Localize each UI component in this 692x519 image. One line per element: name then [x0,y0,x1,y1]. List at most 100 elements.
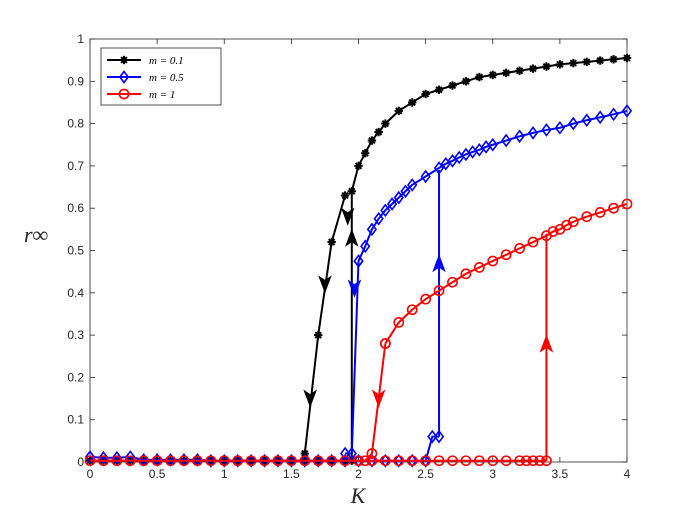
y-tick-label: 0.1 [67,413,84,427]
legend-entry: m = 1 [107,88,175,101]
direction-arrow [344,228,359,247]
data-point [433,429,445,444]
data-point [340,191,350,200]
x-tick-label: 3.5 [552,467,569,481]
data-point [514,455,525,467]
axis-ticks: 0 0.5 1 1.5 2 2.5 3 3.5 4 0 0.1 0.2 0.3 0.4 0.5 0.6 0.7 0… [67,32,630,481]
legend-label: m = 0.5 [149,72,184,84]
data-point [219,453,230,468]
series-layer [84,53,633,468]
data-point [420,169,431,184]
data-point [353,455,364,467]
data-point [400,184,411,199]
data-point [427,429,438,444]
plot-area [89,38,628,463]
data-point [245,455,257,467]
x-tick-label: 0 [87,467,94,481]
data-point [374,127,383,137]
x-tick-label: 2 [355,467,362,481]
data-point [408,98,417,107]
y-tick-label: 0.6 [67,201,84,215]
data-point [299,453,310,468]
data-point [111,450,122,465]
data-point [380,203,391,218]
data-point [473,455,485,467]
data-point [421,89,430,99]
data-point [111,455,123,467]
data-point [379,338,391,349]
data-point [527,455,539,467]
data-point [420,453,431,468]
data-point [312,455,324,467]
data-point [569,58,578,68]
legend-entry: m = 0.1 [107,55,184,67]
data-point [272,455,284,467]
data-point [568,116,579,131]
data-point [151,455,163,467]
data-point [527,126,539,140]
data-point [473,262,485,273]
data-point [475,72,484,82]
data-point [84,450,96,464]
data-point [366,222,378,237]
data-point [205,453,216,468]
data-point [487,255,499,267]
data-point [205,455,217,467]
data-point [447,153,458,168]
x-tick-label: 4 [624,467,631,481]
data-point [447,455,458,467]
data-point [373,211,384,226]
data-point [379,455,391,467]
data-point [381,119,390,128]
data-point [393,455,405,467]
data-point [581,211,593,223]
data-point [360,239,371,254]
data-point [367,136,377,145]
y-tick-label: 0.8 [67,117,84,131]
data-point [314,330,323,340]
data-point [339,446,351,461]
data-point [245,453,257,468]
data-point [528,64,538,73]
data-point [554,120,565,135]
legend-entry: m = 0.5 [107,70,184,84]
data-point [407,178,418,192]
data-point [272,453,284,468]
data-point [447,276,458,288]
y-tick-label: 0.4 [67,286,84,300]
data-point [460,268,472,280]
data-point [595,110,606,125]
data-point [433,161,445,175]
y-axis-label: r∞ [24,222,49,247]
data-point [500,249,512,261]
legend-label: m = 1 [149,89,175,101]
data-point [138,455,150,467]
data-point [359,455,371,467]
data-point [567,216,579,228]
direction-arrow [340,207,355,226]
data-point [125,450,136,464]
y-tick-label: 0 [77,455,84,469]
data-point [461,77,471,86]
data-point [407,453,418,468]
data-point [326,455,338,467]
data-point [327,237,336,247]
data-point [488,70,497,80]
data-point [500,455,512,467]
data-point [259,455,270,467]
y-tick-label: 0.7 [67,159,84,173]
data-point [434,85,444,94]
data-point [433,285,445,297]
data-point [420,293,432,305]
data-point [118,88,130,100]
data-point [393,453,404,468]
data-point [313,453,324,468]
data-point [582,57,591,67]
data-point [527,236,539,248]
data-point [285,455,297,467]
y-tick-label: 0.3 [67,328,84,342]
direction-arrow [432,254,446,273]
direction-arrow [318,275,332,294]
data-point [119,55,129,65]
